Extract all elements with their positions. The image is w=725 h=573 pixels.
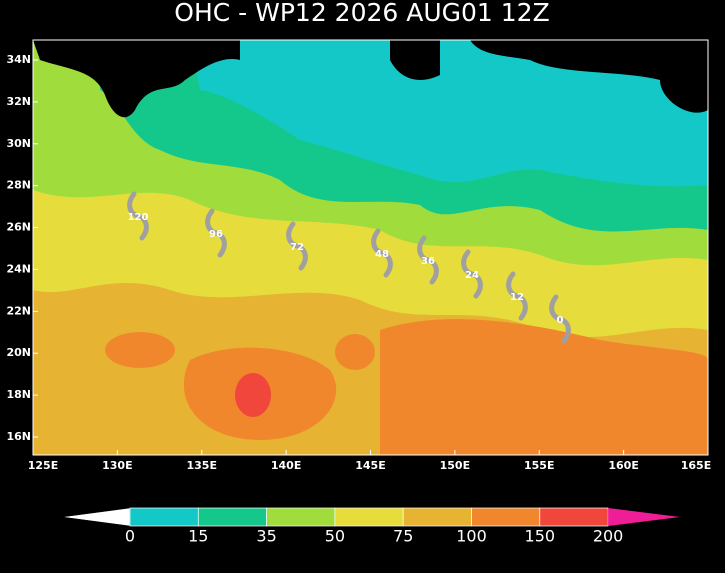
storm-symbol — [461, 249, 483, 299]
lon-label: 165E — [681, 459, 711, 472]
field-orange — [335, 334, 375, 370]
lon-label: 140E — [271, 459, 301, 472]
forecast-hour: 0 — [557, 315, 564, 326]
lat-label: 24N — [6, 262, 31, 275]
land — [390, 40, 440, 80]
colorbar-segment — [471, 507, 541, 527]
colorbar-segment — [402, 507, 472, 527]
colorbar-segment — [266, 507, 336, 527]
land — [470, 40, 708, 113]
forecast-hour: 36 — [421, 256, 435, 267]
lat-label: 26N — [6, 221, 31, 234]
storm-symbol — [371, 228, 393, 278]
colorbar-segment — [539, 507, 609, 527]
colorbar-label: 15 — [188, 527, 208, 546]
lon-label: 160E — [608, 459, 638, 472]
lat-label: 30N — [6, 137, 31, 150]
lon-label: 135E — [187, 459, 217, 472]
lat-label: 18N — [6, 388, 31, 401]
colorbar-segment — [197, 507, 267, 527]
lat-label: 20N — [6, 346, 31, 359]
colorbar-high-triangle — [608, 508, 680, 526]
field-red — [235, 373, 271, 417]
storm-symbol — [127, 191, 149, 241]
colorbar: 0 15 35 50 75 100 150 200 — [61, 507, 680, 546]
colorbar-label: 200 — [593, 527, 624, 546]
forecast-hour: 72 — [290, 242, 304, 253]
forecast-hour: 48 — [375, 249, 389, 260]
lon-label: 130E — [102, 459, 132, 472]
axes: 34N 32N 30N 28N 26N 24N 22N 20N 18N 16N 125E 130E 13… — [6, 53, 711, 472]
ohc-field — [33, 40, 708, 455]
colorbar-label: 0 — [125, 527, 135, 546]
lat-label: 28N — [6, 179, 31, 192]
storm-symbol — [286, 221, 308, 271]
lat-label: 32N — [6, 95, 31, 108]
field-cyan — [190, 40, 708, 187]
colorbar-segment — [334, 507, 404, 527]
forecast-hour: 24 — [465, 270, 479, 281]
land — [33, 40, 240, 118]
lon-label: 145E — [355, 459, 385, 472]
lat-label: 22N — [6, 304, 31, 317]
lon-label: 125E — [28, 459, 58, 472]
forecast-hour: 12 — [510, 292, 524, 303]
colorbar-label: 35 — [256, 527, 276, 546]
storm-symbol — [417, 235, 439, 285]
lat-label: 34N — [6, 53, 31, 66]
forecast-hour: 120 — [128, 212, 149, 223]
colorbar-label: 75 — [393, 527, 413, 546]
field-orange — [105, 332, 175, 368]
field-orange — [380, 319, 708, 455]
storm-symbol — [205, 208, 227, 258]
storm-symbol — [549, 294, 571, 344]
title: OHC - WP12 2026 AUG01 12Z — [174, 0, 549, 27]
lat-label: 16N — [6, 430, 31, 443]
colorbar-segment — [129, 507, 199, 527]
colorbar-label: 50 — [325, 527, 345, 546]
lon-label: 155E — [524, 459, 554, 472]
colorbar-label: 150 — [525, 527, 556, 546]
lon-label: 150E — [440, 459, 470, 472]
storm-symbol — [506, 271, 528, 321]
forecast-hour: 96 — [209, 229, 223, 240]
colorbar-label: 100 — [456, 527, 487, 546]
